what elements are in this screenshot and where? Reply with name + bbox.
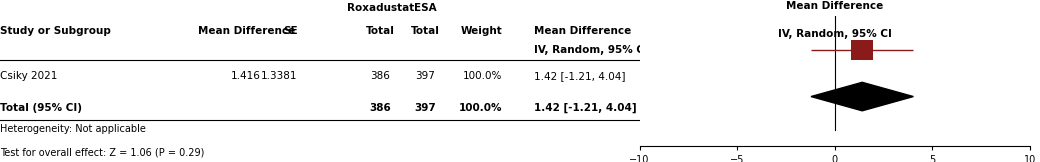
Text: Mean Difference: Mean Difference (198, 26, 295, 36)
Text: Mean Difference: Mean Difference (535, 26, 631, 36)
Text: 1.42 [-1.21, 4.04]: 1.42 [-1.21, 4.04] (535, 71, 626, 81)
Text: ESA: ESA (414, 3, 437, 13)
Text: Mean Difference: Mean Difference (786, 1, 883, 11)
Text: Roxadustat: Roxadustat (347, 3, 414, 13)
Text: IV, Random, 95% CI: IV, Random, 95% CI (535, 45, 648, 55)
Text: Total: Total (366, 26, 395, 36)
Text: 100.0%: 100.0% (459, 103, 502, 113)
Text: 397: 397 (415, 103, 436, 113)
Text: Total (95% CI): Total (95% CI) (0, 103, 82, 113)
Text: Weight: Weight (461, 26, 502, 36)
Text: 397: 397 (415, 71, 436, 81)
Bar (852, 40, 873, 60)
Polygon shape (811, 82, 913, 111)
Text: Csiky 2021: Csiky 2021 (0, 71, 57, 81)
Text: 1.3381: 1.3381 (261, 71, 297, 81)
Text: 386: 386 (370, 71, 390, 81)
Text: Total: Total (411, 26, 440, 36)
Text: Study or Subgroup: Study or Subgroup (0, 26, 111, 36)
Text: 1.416: 1.416 (231, 71, 261, 81)
Text: 1.42 [-1.21, 4.04]: 1.42 [-1.21, 4.04] (535, 103, 636, 113)
Text: 100.0%: 100.0% (463, 71, 502, 81)
Text: IV, Random, 95% CI: IV, Random, 95% CI (778, 29, 891, 39)
Text: Test for overall effect: Z = 1.06 (P = 0.29): Test for overall effect: Z = 1.06 (P = 0… (0, 147, 205, 157)
Text: 386: 386 (369, 103, 391, 113)
Text: SE: SE (283, 26, 297, 36)
Text: Heterogeneity: Not applicable: Heterogeneity: Not applicable (0, 124, 146, 134)
